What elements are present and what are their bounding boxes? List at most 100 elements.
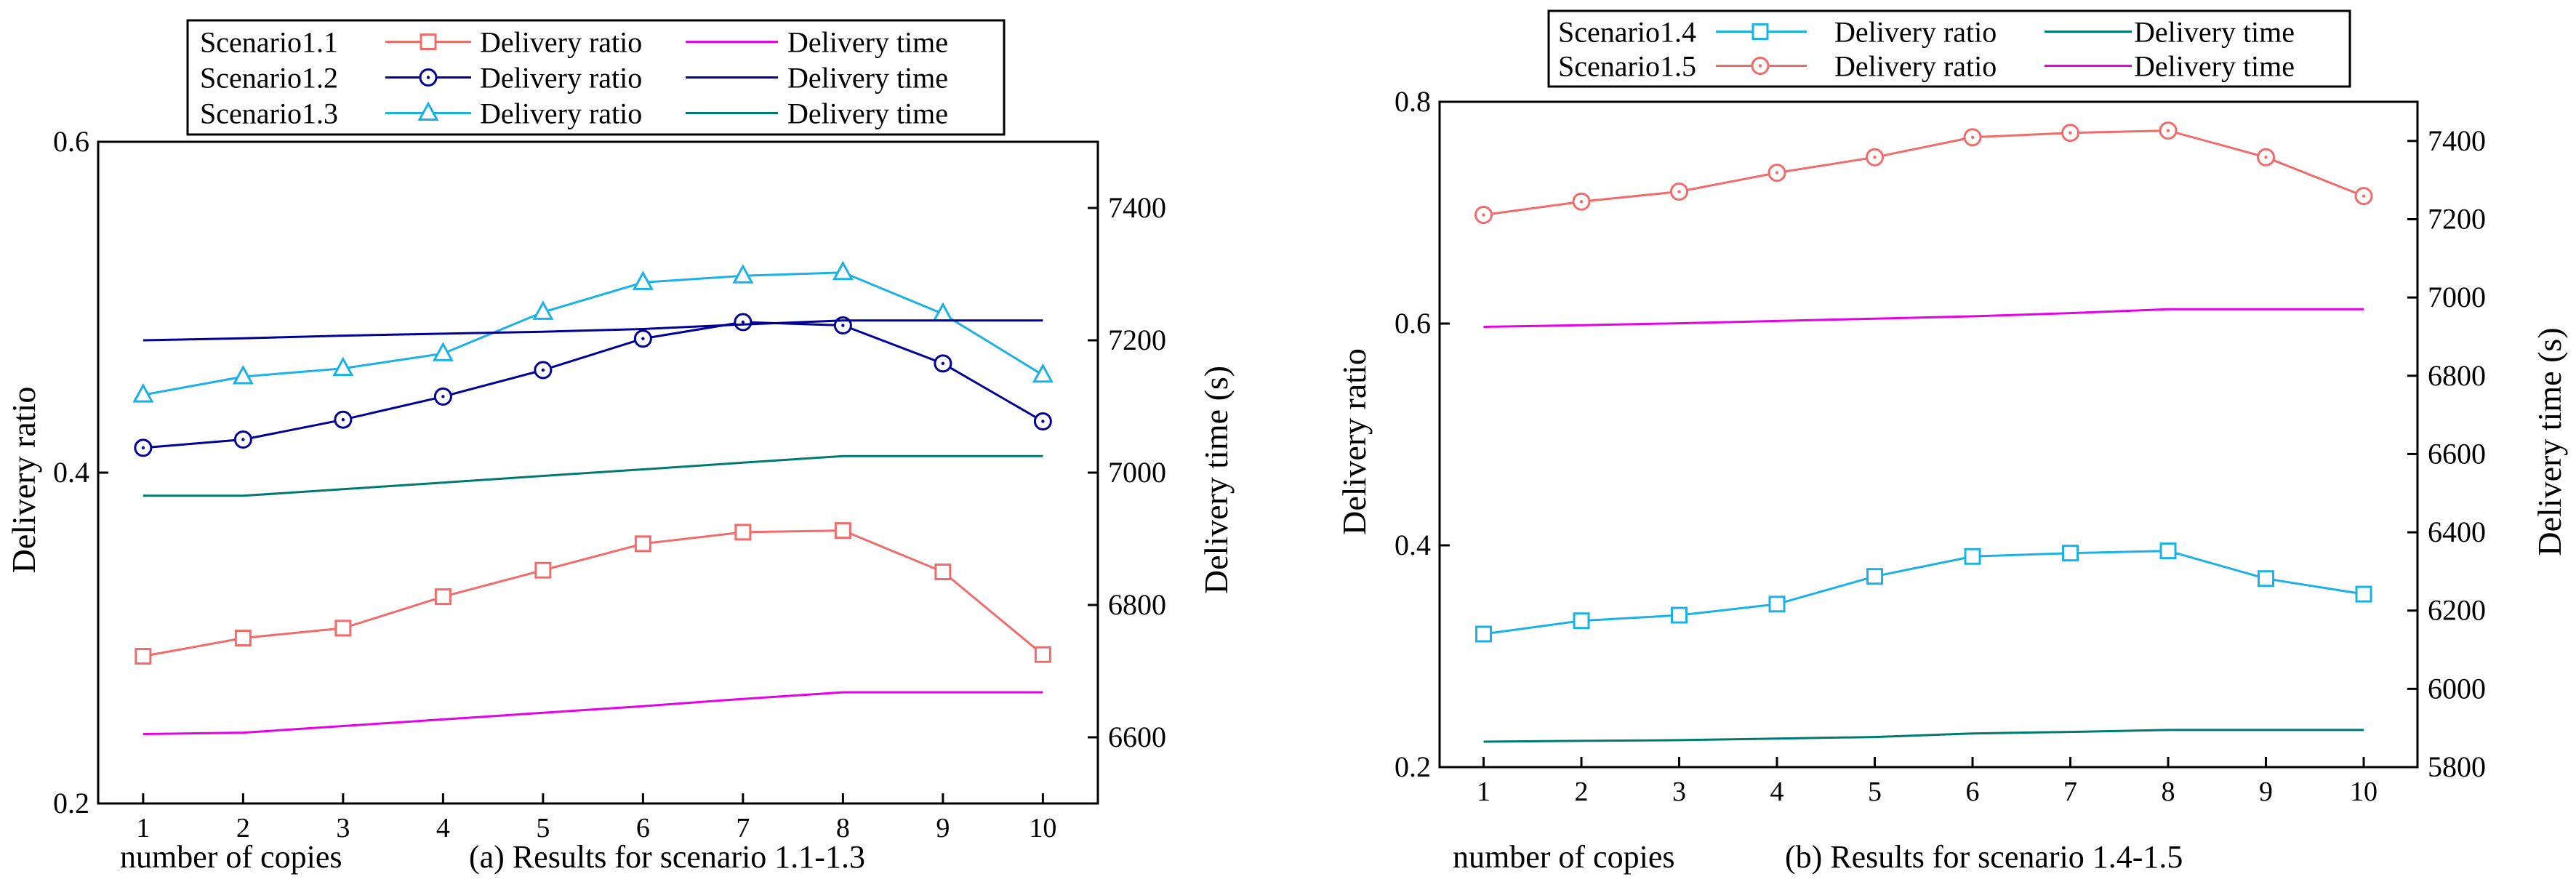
x-tick-label: 6	[1966, 777, 1980, 807]
series-scenario1-3-time	[143, 454, 1043, 497]
x-tick-label: 9	[936, 813, 950, 843]
data-point-dot	[1579, 200, 1584, 204]
data-point	[334, 410, 353, 429]
y-left-axis-title: Delivery ratio	[1336, 348, 1373, 535]
y-left-tick-label: 0.4	[53, 456, 89, 489]
y-right-tick-label: 7000	[1108, 456, 1166, 489]
data-point-dot	[341, 418, 345, 422]
series-line	[143, 529, 1044, 657]
data-point	[732, 264, 754, 284]
panel-caption: (a) Results for scenario 1.1-1.3	[469, 839, 865, 875]
y-right-tick-label: 7400	[2428, 124, 2486, 157]
data-point-dot	[641, 337, 645, 340]
y-right-tick-label: 7200	[1108, 324, 1166, 356]
legend-ratio-label: Delivery ratio	[1834, 16, 1997, 49]
data-point	[1866, 568, 1884, 585]
legend-box	[1547, 9, 2351, 88]
data-point-dot	[2264, 156, 2268, 159]
legend-entry: Scenario1.1 Delivery ratio Delivery time	[200, 26, 948, 59]
data-point	[1573, 612, 1590, 630]
legend-ratio-marker	[1751, 57, 1770, 75]
series-line	[143, 321, 1044, 449]
legend-ratio-label: Delivery ratio	[480, 26, 642, 59]
chart-panel-a: 1 2 3 4 5 6 7 8 9 10 0.2 0.4 0.6 6600 6800 7000 7200 7400…	[5, 19, 1235, 875]
data-point	[2258, 570, 2275, 588]
data-point	[1474, 206, 1493, 225]
data-point-dot	[541, 368, 545, 372]
legend-entry: Scenario1.2 Delivery ratio Delivery time	[200, 62, 948, 95]
data-point	[1866, 148, 1885, 167]
data-point	[1768, 164, 1786, 183]
y-right-tick-label: 6600	[1108, 721, 1166, 753]
data-point	[934, 564, 952, 580]
data-point	[633, 329, 652, 348]
legend-ratio-marker-dot	[426, 76, 430, 79]
data-point	[634, 535, 651, 553]
legend-time-label: Delivery time	[787, 26, 948, 59]
y-right-tick-label: 6000	[2428, 672, 2486, 705]
y-right-tick-label: 6400	[2428, 516, 2486, 548]
y-right-tick-label: 6800	[2428, 359, 2486, 392]
data-point-dot	[1970, 135, 1975, 139]
chart-panel-b: 1 2 3 4 5 6 7 8 9 10 0.2 0.4 0.6 0.8 5800 6000 6200 6400 6…	[1336, 9, 2568, 875]
data-point	[1670, 183, 1689, 201]
x-tick-label: 3	[1672, 777, 1686, 807]
legend-ratio-marker	[420, 33, 437, 50]
legend-scenario-label: Scenario1.1	[200, 26, 338, 59]
y-right-tick-label: 6200	[2428, 594, 2486, 627]
x-tick-label: 7	[736, 813, 750, 843]
x-tick-label: 4	[436, 813, 450, 843]
series-line	[1483, 729, 2364, 743]
data-point	[2354, 187, 2373, 206]
y-left-axis-title: Delivery ratio	[5, 387, 42, 574]
x-tick-label: 1	[136, 813, 150, 843]
y-left-tick-label: 0.6	[53, 125, 89, 158]
data-point	[232, 364, 254, 385]
data-point	[134, 438, 153, 457]
data-point-dot	[1041, 420, 1045, 423]
data-point-dot	[841, 324, 845, 327]
legend-ratio-label: Delivery ratio	[480, 62, 642, 95]
x-tick-label: 4	[1770, 777, 1784, 807]
data-point	[1964, 548, 1981, 565]
y-right-axis-title: Delivery time (s)	[2531, 327, 2568, 556]
x-tick-label: 3	[336, 813, 350, 843]
data-point	[233, 430, 252, 449]
data-point	[734, 524, 752, 541]
series-scenario1-4-ratio	[1475, 542, 2372, 643]
data-point-dot	[1482, 213, 1485, 217]
series-scenario1-1-time	[143, 691, 1043, 735]
legend-box	[186, 19, 1006, 136]
data-point	[1963, 128, 1982, 147]
legend-ratio-marker	[417, 101, 439, 121]
legend-entry: Scenario1.5 Delivery ratio Delivery time	[1558, 50, 2295, 83]
data-point	[1033, 412, 1052, 430]
x-tick-label: 2	[1575, 777, 1589, 807]
series-line	[143, 454, 1043, 497]
data-point	[1475, 625, 1493, 643]
data-point	[734, 313, 753, 332]
legend-ratio-label: Delivery ratio	[1834, 50, 1997, 83]
legend-ratio-marker	[419, 68, 438, 87]
y-left-tick-label: 0.2	[53, 787, 89, 819]
y-left-tick-label: 0.6	[1395, 307, 1431, 340]
x-tick-label: 10	[2350, 777, 2378, 807]
data-point	[334, 620, 352, 637]
y-right-tick-label: 5800	[2428, 750, 2486, 783]
y-right-tick-label: 6800	[1108, 588, 1166, 621]
legend-scenario-label: Scenario1.5	[1558, 50, 1696, 83]
x-tick-label: 2	[236, 813, 250, 843]
data-point	[432, 342, 454, 361]
data-point-dot	[2069, 131, 2072, 135]
legend-ratio-marker	[1752, 23, 1769, 40]
data-point	[834, 522, 851, 540]
data-point	[2062, 545, 2079, 562]
legend-scenario-label: Scenario1.4	[1558, 16, 1696, 49]
y-right-tick-label: 7000	[2428, 281, 2486, 313]
data-point-dot	[1775, 171, 1779, 175]
data-point	[532, 300, 554, 320]
data-point	[934, 354, 952, 373]
data-point	[832, 260, 854, 281]
data-point	[132, 382, 154, 403]
legend-scenario-label: Scenario1.2	[200, 62, 338, 95]
